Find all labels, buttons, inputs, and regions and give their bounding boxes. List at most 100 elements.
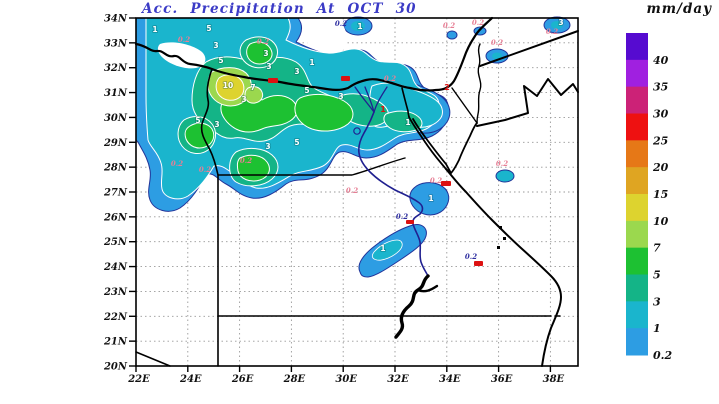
rain-swath-upper-nile-inner: [371, 239, 403, 261]
contour-label-red: 2: [444, 83, 450, 92]
contour-label-pink: 0.2: [178, 35, 190, 44]
contour-label-white: 1: [428, 194, 433, 203]
mediterranean-coastline: [134, 16, 494, 92]
coastlines-borders: [134, 16, 579, 367]
lon-label: 22E: [127, 374, 150, 385]
lake-nasser: [394, 274, 430, 339]
rain-patch-red-sea: [495, 169, 515, 183]
lat-label: 34N: [104, 14, 128, 25]
contour-label-white: 1: [152, 25, 157, 34]
lat-label: 27N: [103, 187, 128, 198]
contour-label-white: 5: [218, 56, 223, 65]
colorbar-segment: [626, 220, 648, 249]
nile-delta-east-branch: [373, 86, 388, 113]
rain-patch-coast-tiny: [446, 30, 458, 40]
lat-label: 20N: [103, 361, 128, 372]
contour-label-white: 3: [265, 142, 270, 151]
lat-label: 23N: [103, 287, 128, 298]
contour-label-pink: 0.2: [443, 21, 455, 30]
suez-canal: [401, 87, 410, 118]
new-valley-admin-line: [217, 157, 406, 176]
station-marker: [268, 78, 278, 83]
station-marker: [341, 76, 350, 81]
chart-title: Acc. Precipitation At OCT 30: [140, 1, 417, 17]
lon-label: 32E: [387, 374, 409, 385]
lat-label: 26N: [103, 212, 128, 223]
rain-patch-nile-valley: [409, 182, 450, 216]
lat-label: 33N: [104, 38, 128, 49]
jordan-rift-dead-sea: [476, 43, 482, 124]
contour-label-white: 1: [357, 22, 362, 31]
contour-label-white: 10: [223, 81, 233, 90]
lake-nasser-branch: [416, 284, 439, 293]
contour-label-white: 5: [206, 24, 211, 33]
southwest-border-diagonal: [135, 351, 171, 367]
contour-label-pink: 0.2: [346, 186, 358, 195]
lat-label: 25N: [103, 237, 128, 248]
dry-gap-coastal-libya: [157, 42, 206, 69]
lon-label: 26E: [231, 374, 254, 385]
colorbar-label: 30: [653, 108, 669, 121]
sinai-west-shore: [412, 118, 452, 174]
red-sea-island-3: [497, 246, 500, 249]
colorbar-label: 35: [653, 81, 668, 94]
contour-label-pink: 0.2: [472, 18, 484, 27]
contour-label-navy: 0.2: [335, 19, 347, 28]
station-marker: [441, 181, 451, 186]
contour-label-pink: 0.2: [496, 159, 508, 168]
station-marker: [406, 220, 414, 224]
colorbar-segment: [626, 86, 648, 114]
colorbar-segment: [626, 113, 648, 141]
syria-jordan-border: [479, 30, 579, 67]
contour-label-pink: 0.2: [199, 165, 211, 174]
rain-patch-levant-inner: [492, 52, 502, 60]
lon-label: 24E: [179, 374, 202, 385]
contour-label-white: 3: [263, 49, 268, 58]
colorbar-segment: [626, 247, 648, 275]
contour-label-white: 3: [294, 67, 299, 76]
colorbar-label: 20: [652, 161, 669, 174]
lon-label: 28E: [283, 374, 306, 385]
lat-label: 28N: [103, 163, 128, 174]
contour-label-red: 1: [380, 105, 386, 114]
station-marker: [474, 261, 483, 266]
contour-label-white: 3: [241, 95, 246, 104]
contour-label-white: 5: [294, 138, 299, 147]
contour-label-white: 1: [405, 118, 410, 127]
contour-label-white: 1: [309, 58, 314, 67]
colorbar: 40 35 30 25 20 15 10 7 5 3 1 0.2: [626, 33, 672, 362]
colorbar-segment: [626, 167, 648, 195]
contour-label-white: 5: [195, 116, 200, 125]
lat-label: 22N: [103, 312, 128, 323]
colorbar-segment: [626, 328, 648, 356]
colorbar-segment: [626, 33, 648, 61]
rain-patch-northeast-inner: [551, 21, 563, 29]
colorbar-label: 10: [653, 215, 669, 228]
contour-label-pink: 0.2: [491, 38, 503, 47]
axes: 34N 33N 32N 31N 30N 29N 28N 27N 26N 25N 24N 23N 22N 2…: [103, 14, 565, 386]
colorbar-label: 5: [653, 269, 661, 282]
contour-label-navy: 0.2: [465, 252, 477, 261]
sinai-aqaba-west-shore: [445, 122, 478, 174]
contour-label-pink: 0.2: [240, 156, 252, 165]
red-sea-coastline: [445, 168, 562, 367]
contour-label-white: 7: [250, 83, 255, 92]
red-sea-island-1: [499, 226, 502, 229]
colorbar-label: 25: [652, 134, 668, 147]
lon-label: 36E: [491, 374, 513, 385]
lat-label: 31N: [104, 88, 128, 99]
nile-river: [357, 111, 429, 277]
contour-label-pink: 0.2: [384, 74, 396, 83]
egypt-israel-border: [451, 87, 478, 124]
colorbar-label: 1: [653, 322, 661, 335]
colorbar-segment: [626, 194, 648, 222]
lat-label: 21N: [103, 337, 128, 348]
contour-label-pink: 0.2: [546, 27, 558, 36]
rain-patch-north-center-inner: [351, 21, 365, 31]
rain-area-5-west-lobe: [184, 122, 215, 149]
contour-label-white: 3: [266, 62, 271, 71]
lat-label: 24N: [103, 262, 128, 273]
contour-label-white: 3: [214, 120, 219, 129]
